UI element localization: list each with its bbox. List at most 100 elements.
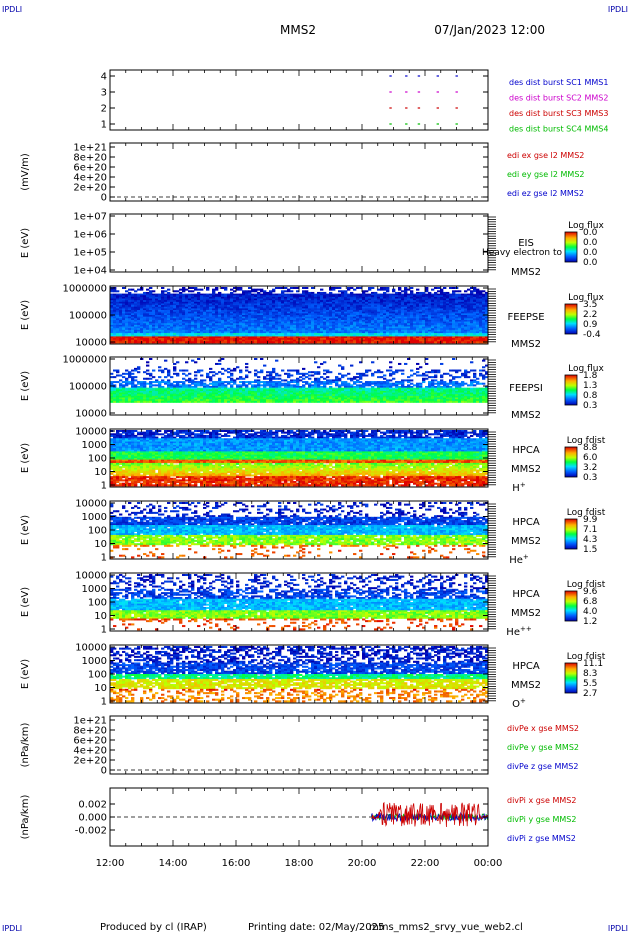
heatmap-cell [479, 315, 483, 317]
heatmap-cell [398, 339, 402, 342]
heatmap-cell [278, 329, 282, 332]
heatmap-cell [437, 290, 441, 293]
heatmap-cell [335, 381, 339, 384]
heatmap-cell [365, 298, 369, 301]
heatmap-cell [410, 296, 414, 299]
heatmap-cell [296, 324, 300, 327]
heatmap-cell [461, 324, 465, 327]
heatmap-cell [452, 324, 456, 327]
heatmap-cell [443, 295, 447, 298]
heatmap-cell [440, 334, 444, 337]
heatmap-cell [371, 305, 375, 308]
heatmap-cell [287, 316, 291, 319]
heatmap-cell [230, 333, 234, 336]
heatmap-cell [173, 319, 177, 322]
heatmap-cell [332, 329, 336, 332]
heatmap-cell [113, 319, 117, 322]
heatmap-cell [479, 339, 483, 342]
heatmap-cell [170, 305, 174, 308]
heatmap-cell [191, 300, 195, 303]
heatmap-cell [134, 338, 138, 341]
heatmap-cell [218, 300, 222, 303]
heatmap-cell [275, 316, 279, 319]
heatmap-cell [416, 298, 420, 301]
heatmap-cell [362, 341, 366, 344]
heatmap-cell [386, 384, 390, 387]
heatmap-cell [392, 319, 396, 322]
heatmap-cell [413, 321, 417, 324]
heatmap-cell [308, 324, 312, 327]
heatmap-cell [341, 308, 345, 311]
heatmap-cell [404, 311, 408, 314]
heatmap-cell [410, 339, 414, 342]
heatmap-cell [233, 334, 237, 337]
heatmap-cell [308, 371, 312, 374]
heatmap-cell [146, 303, 150, 306]
heatmap-cell [116, 316, 120, 319]
heatmap-cell [275, 334, 279, 337]
heatmap-cell [131, 300, 135, 303]
heatmap-cell [248, 306, 252, 309]
heatmap-cell [221, 295, 225, 298]
heatmap-cell [350, 338, 354, 341]
heatmap-cell [287, 319, 291, 322]
heatmap-cell [482, 298, 486, 301]
heatmap-cell [113, 308, 117, 311]
heatmap-cell [236, 293, 240, 296]
heatmap-cell [437, 315, 441, 317]
heatmap-cell [317, 318, 321, 321]
heatmap-cell [245, 308, 249, 311]
heatmap-cell [359, 331, 363, 334]
colorbar-tick-label: 3.5 [583, 300, 597, 310]
heatmap-cell [401, 336, 405, 339]
heatmap-cell [380, 321, 384, 324]
heatmap-cell [242, 290, 246, 293]
heatmap-cell [200, 316, 204, 319]
heatmap-cell [182, 318, 186, 321]
heatmap-cell [275, 319, 279, 322]
heatmap-cell [311, 324, 315, 327]
heatmap-cell [401, 323, 405, 326]
heatmap-cell [377, 296, 381, 299]
heatmap-cell [383, 377, 387, 380]
heatmap-cell [179, 369, 183, 372]
heatmap-cell [464, 306, 468, 309]
heatmap-cell [188, 321, 192, 324]
heatmap-cell [380, 339, 384, 342]
heatmap-cell [374, 336, 378, 339]
heatmap-cell [404, 379, 408, 382]
heatmap-cell [407, 333, 411, 336]
heatmap-cell [275, 372, 279, 375]
heatmap-cell [380, 371, 384, 374]
heatmap-cell [209, 296, 213, 299]
heatmap-cell [356, 323, 360, 326]
heatmap-cell [296, 321, 300, 324]
heatmap-cell [161, 305, 165, 308]
heatmap-cell [398, 338, 402, 341]
heatmap-cell [128, 296, 132, 299]
heatmap-cell [230, 293, 234, 296]
heatmap-cell [302, 293, 306, 296]
heatmap-cell [272, 339, 276, 342]
heatmap-cell [128, 326, 132, 329]
heatmap-cell [380, 310, 384, 313]
heatmap-cell [455, 328, 459, 331]
heatmap-cell [404, 300, 408, 303]
heatmap-cell [467, 321, 471, 324]
heatmap-cell [398, 333, 402, 336]
heatmap-cell [431, 339, 435, 342]
heatmap-cell [170, 311, 174, 314]
heatmap-cell [272, 333, 276, 336]
heatmap-cell [425, 324, 429, 327]
heatmap-cell [275, 331, 279, 334]
heatmap-cell [224, 305, 228, 308]
heatmap-cell [218, 324, 222, 327]
heatmap-cell [131, 333, 135, 336]
heatmap-cell [485, 303, 489, 306]
heatmap-cell [344, 298, 348, 301]
heatmap-cell [152, 310, 156, 313]
heatmap-cell [428, 306, 432, 309]
heatmap-cell [254, 300, 258, 303]
heatmap-cell [455, 316, 459, 319]
heatmap-cell [137, 308, 141, 311]
